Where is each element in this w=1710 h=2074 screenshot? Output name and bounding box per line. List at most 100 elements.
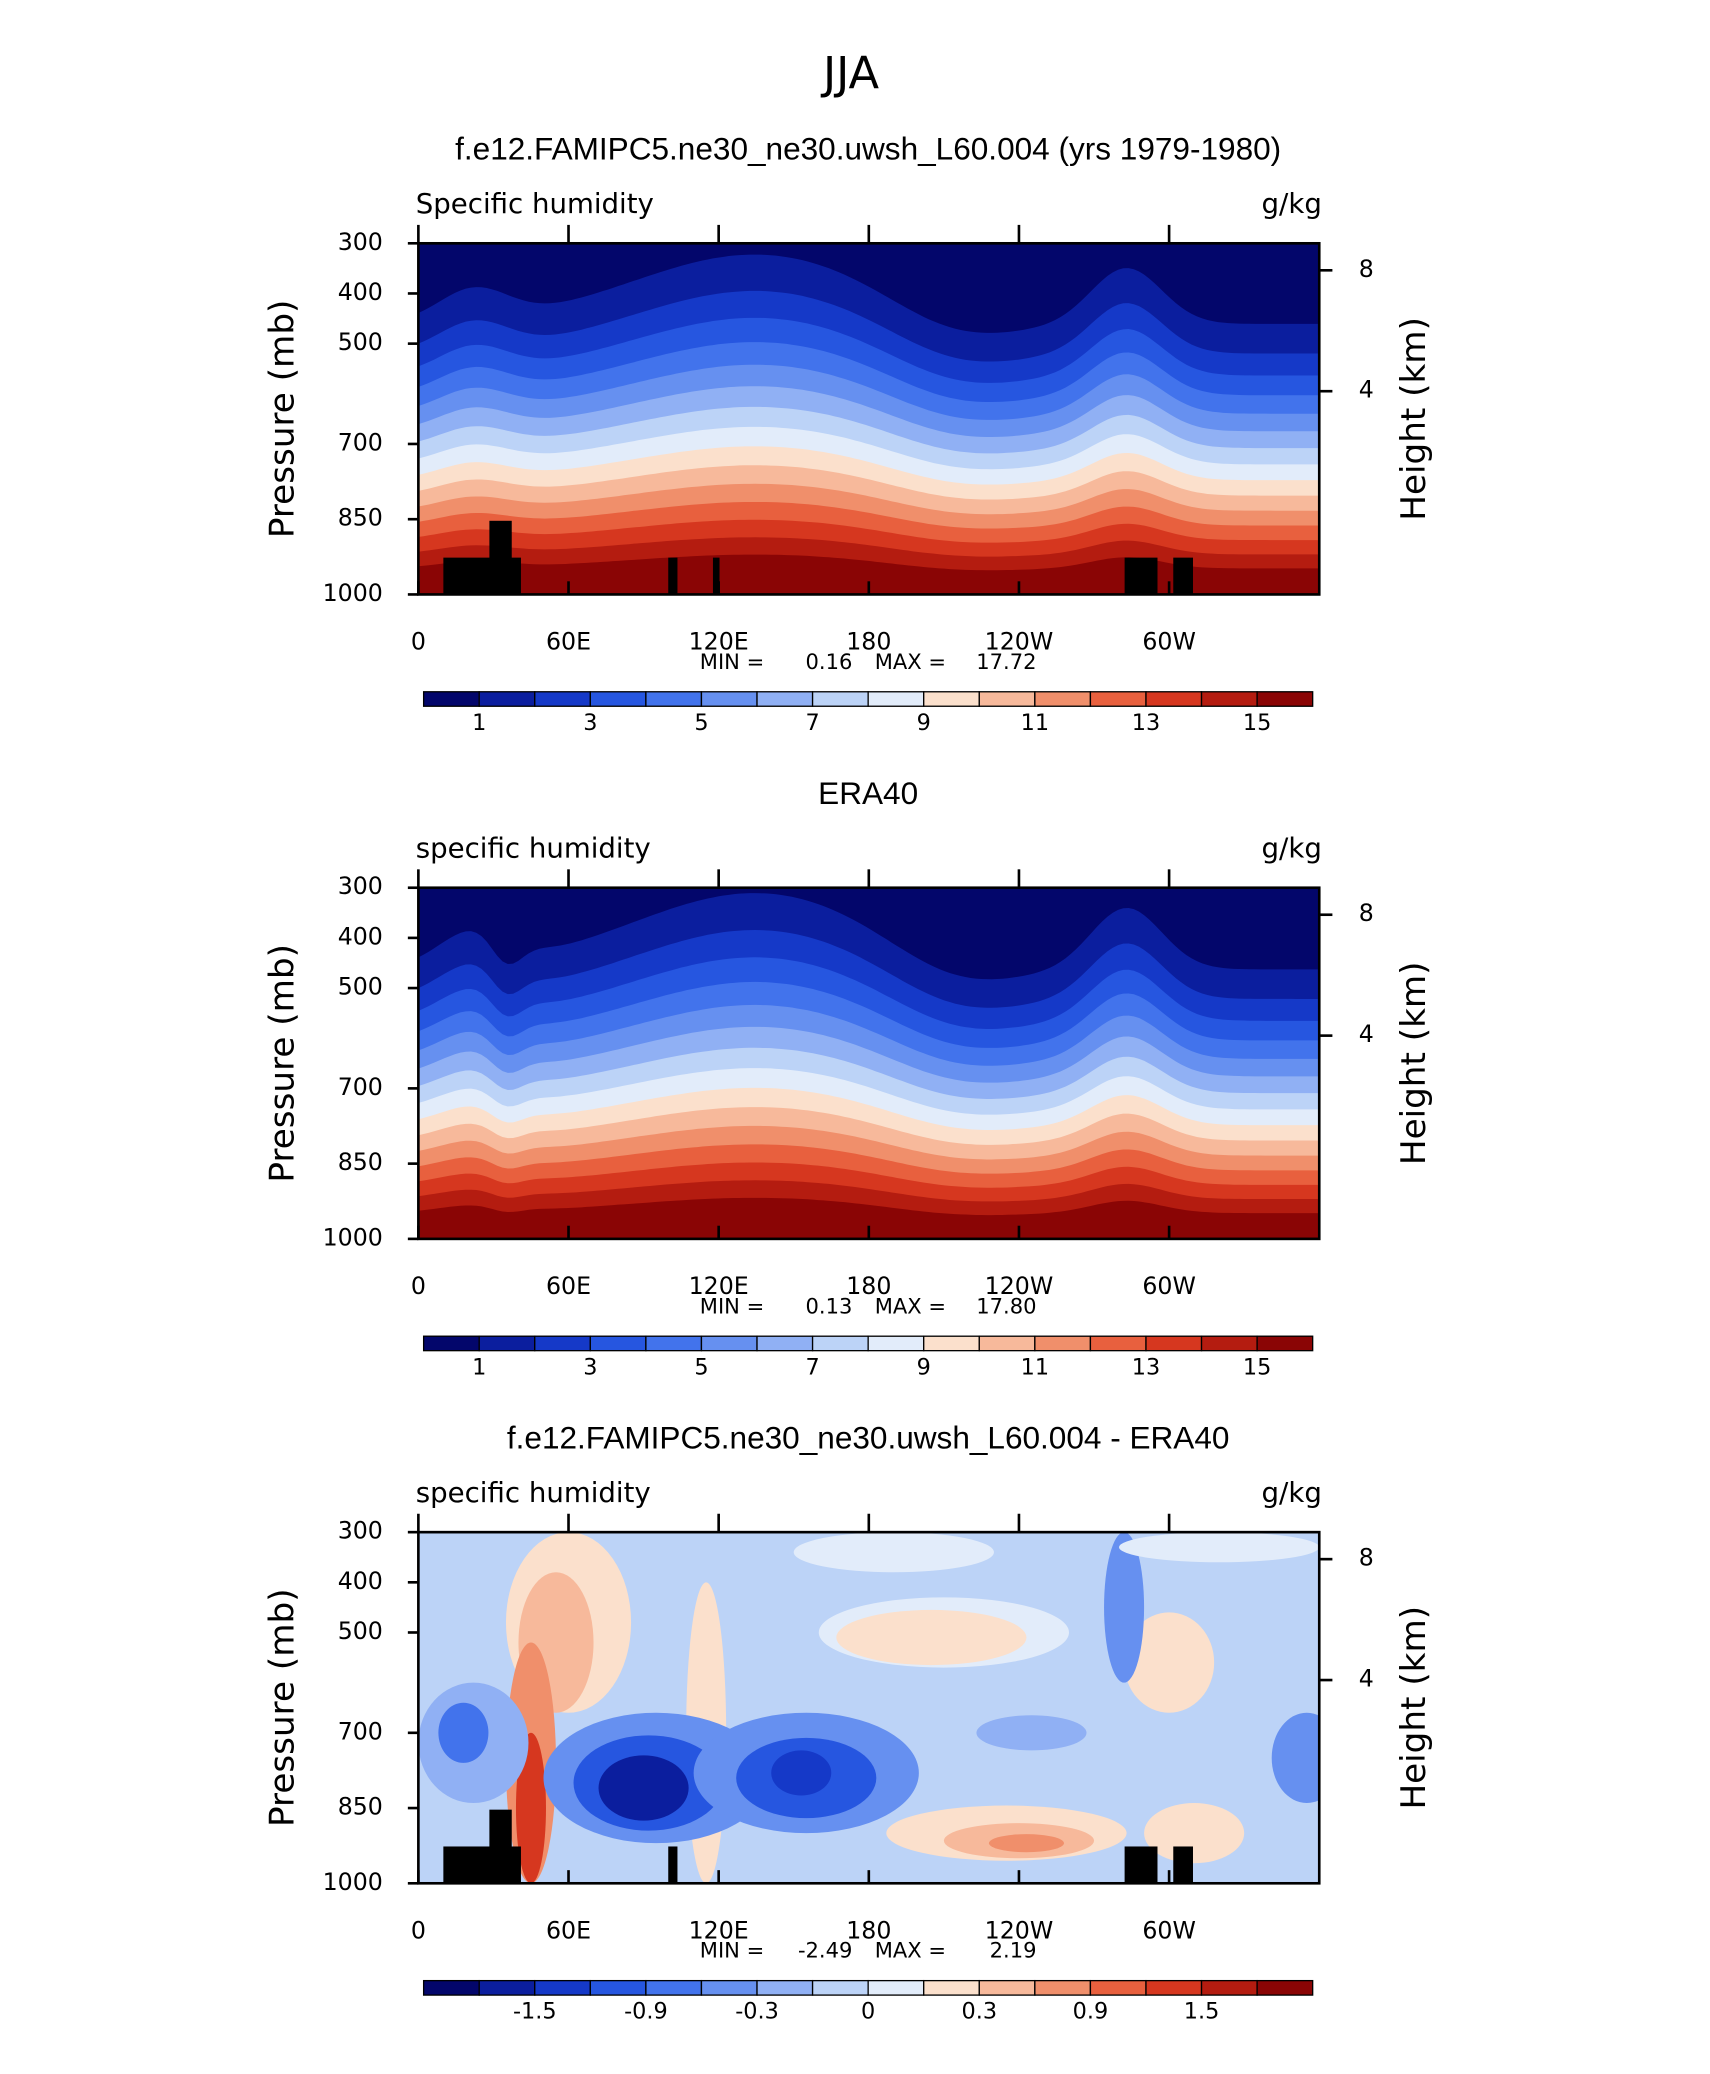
figure-title: JJA bbox=[820, 46, 880, 99]
colorbar-label: 1 bbox=[472, 1354, 486, 1380]
y-tick-label: 500 bbox=[338, 1617, 383, 1645]
contour-band bbox=[1124, 1612, 1215, 1713]
panel: f.e12.FAMIPC5.ne30_ne30.uwsh_L60.004 - E… bbox=[263, 1419, 1434, 2024]
stat-value: -2.49 bbox=[798, 1938, 852, 1963]
y2-tick-label: 4 bbox=[1359, 376, 1374, 404]
panel-title: f.e12.FAMIPC5.ne30_ne30.uwsh_L60.004 - E… bbox=[507, 1419, 1230, 1455]
colorbar-label: 9 bbox=[917, 710, 931, 736]
y2-tick-label: 4 bbox=[1359, 1665, 1374, 1693]
contour-band bbox=[988, 1834, 1064, 1853]
colorbar-box bbox=[534, 1335, 591, 1352]
x-tick-label: 60W bbox=[1142, 1272, 1196, 1300]
colorbar-box bbox=[478, 1979, 536, 1996]
y-tick-label: 850 bbox=[338, 504, 383, 532]
y2-tick-label: 8 bbox=[1359, 899, 1374, 927]
stat-value: 17.80 bbox=[976, 1293, 1036, 1318]
x-tick-label: 180 bbox=[846, 1916, 891, 1944]
stat-label: MAX = bbox=[875, 1293, 946, 1318]
terrain bbox=[712, 557, 720, 595]
contour-band bbox=[836, 1609, 1027, 1666]
terrain bbox=[668, 557, 678, 595]
x-tick-label: 180 bbox=[846, 1272, 891, 1300]
colorbar-box bbox=[1145, 691, 1203, 707]
stat-value: 2.19 bbox=[990, 1938, 1037, 1963]
colorbar-label: 5 bbox=[694, 710, 708, 736]
colorbar-box bbox=[811, 1335, 869, 1352]
colorbar-box bbox=[978, 1979, 1036, 1996]
y2-tick-label: 4 bbox=[1359, 1020, 1374, 1048]
colorbar-box bbox=[1034, 1335, 1092, 1352]
colorbar-label: 15 bbox=[1243, 1354, 1271, 1380]
colorbar-box bbox=[1089, 1979, 1147, 1996]
colorbar-box bbox=[422, 1979, 480, 1996]
colorbar-box bbox=[756, 691, 814, 707]
colorbar-box bbox=[478, 1335, 536, 1352]
x-tick-label: 60W bbox=[1142, 628, 1196, 656]
terrain bbox=[668, 1846, 678, 1884]
colorbar-label: 5 bbox=[694, 1354, 708, 1380]
contour-band bbox=[1271, 1712, 1320, 1804]
y-tick-label: 400 bbox=[338, 1567, 383, 1595]
panel-title: ERA40 bbox=[818, 775, 918, 811]
colorbar-box bbox=[1256, 1335, 1314, 1352]
colorbar-box bbox=[534, 1979, 591, 1996]
stat-value: 0.13 bbox=[806, 1293, 853, 1318]
contour-field bbox=[418, 243, 1320, 595]
colorbar-box bbox=[645, 691, 703, 707]
stat-label: MIN = bbox=[700, 649, 764, 674]
colorbar-box bbox=[589, 1979, 647, 1996]
colorbar-label: 3 bbox=[583, 1354, 597, 1380]
colorbar-box bbox=[1256, 691, 1314, 707]
colorbar-box bbox=[700, 1335, 758, 1352]
y-tick-label: 300 bbox=[338, 1517, 383, 1545]
colorbar-label: 7 bbox=[805, 710, 819, 736]
stat-label: MAX = bbox=[875, 1938, 946, 1963]
units-label: g/kg bbox=[1262, 832, 1322, 865]
x-tick-label: 120E bbox=[689, 1272, 749, 1300]
x-tick-label: 120E bbox=[689, 628, 749, 656]
x-tick-label: 0 bbox=[411, 1916, 426, 1944]
y-tick-label: 700 bbox=[338, 428, 383, 456]
colorbar-box bbox=[867, 1335, 925, 1352]
colorbar-box bbox=[534, 691, 591, 707]
y-tick-label: 500 bbox=[338, 328, 383, 356]
y-tick-label: 300 bbox=[338, 872, 383, 900]
colorbar-label: 11 bbox=[1021, 710, 1049, 736]
colorbar-label: 7 bbox=[805, 1354, 819, 1380]
colorbar-box bbox=[756, 1335, 814, 1352]
contour-band bbox=[1104, 1532, 1145, 1683]
stat-label: MIN = bbox=[700, 1938, 764, 1963]
colorbar-box bbox=[1034, 691, 1092, 707]
stat-label: MIN = bbox=[700, 1293, 764, 1318]
y2-axis-label: Height (km) bbox=[1394, 317, 1434, 521]
contour-band bbox=[976, 1715, 1087, 1751]
colorbar-box bbox=[1200, 1979, 1258, 1996]
y-tick-label: 400 bbox=[338, 278, 383, 306]
colorbar-label: -0.9 bbox=[624, 1999, 668, 2025]
colorbar-label: -1.5 bbox=[513, 1999, 557, 2025]
colorbar-label: 13 bbox=[1132, 1354, 1160, 1380]
colorbar-label: 0 bbox=[861, 1999, 875, 2025]
colorbar-box bbox=[422, 691, 480, 707]
contour-band bbox=[771, 1750, 832, 1796]
terrain bbox=[1124, 557, 1158, 595]
panel-title: f.e12.FAMIPC5.ne30_ne30.uwsh_L60.004 (yr… bbox=[455, 131, 1281, 167]
units-label: g/kg bbox=[1262, 1476, 1322, 1509]
y-tick-label: 300 bbox=[338, 228, 383, 256]
y2-tick-label: 8 bbox=[1359, 255, 1374, 283]
contour-band bbox=[438, 1702, 489, 1763]
colorbar-box bbox=[1200, 1335, 1258, 1352]
contour-band bbox=[793, 1532, 994, 1573]
colorbar-box bbox=[645, 1979, 703, 1996]
contour-band bbox=[418, 1197, 1320, 1239]
colorbar-label: 9 bbox=[917, 1354, 931, 1380]
colorbar-box bbox=[923, 1335, 980, 1352]
contour-band bbox=[1119, 1532, 1320, 1563]
contour-field bbox=[418, 1532, 1320, 1884]
colorbar-box bbox=[700, 691, 758, 707]
y-tick-label: 1000 bbox=[323, 579, 383, 607]
colorbar-box bbox=[422, 1335, 480, 1352]
